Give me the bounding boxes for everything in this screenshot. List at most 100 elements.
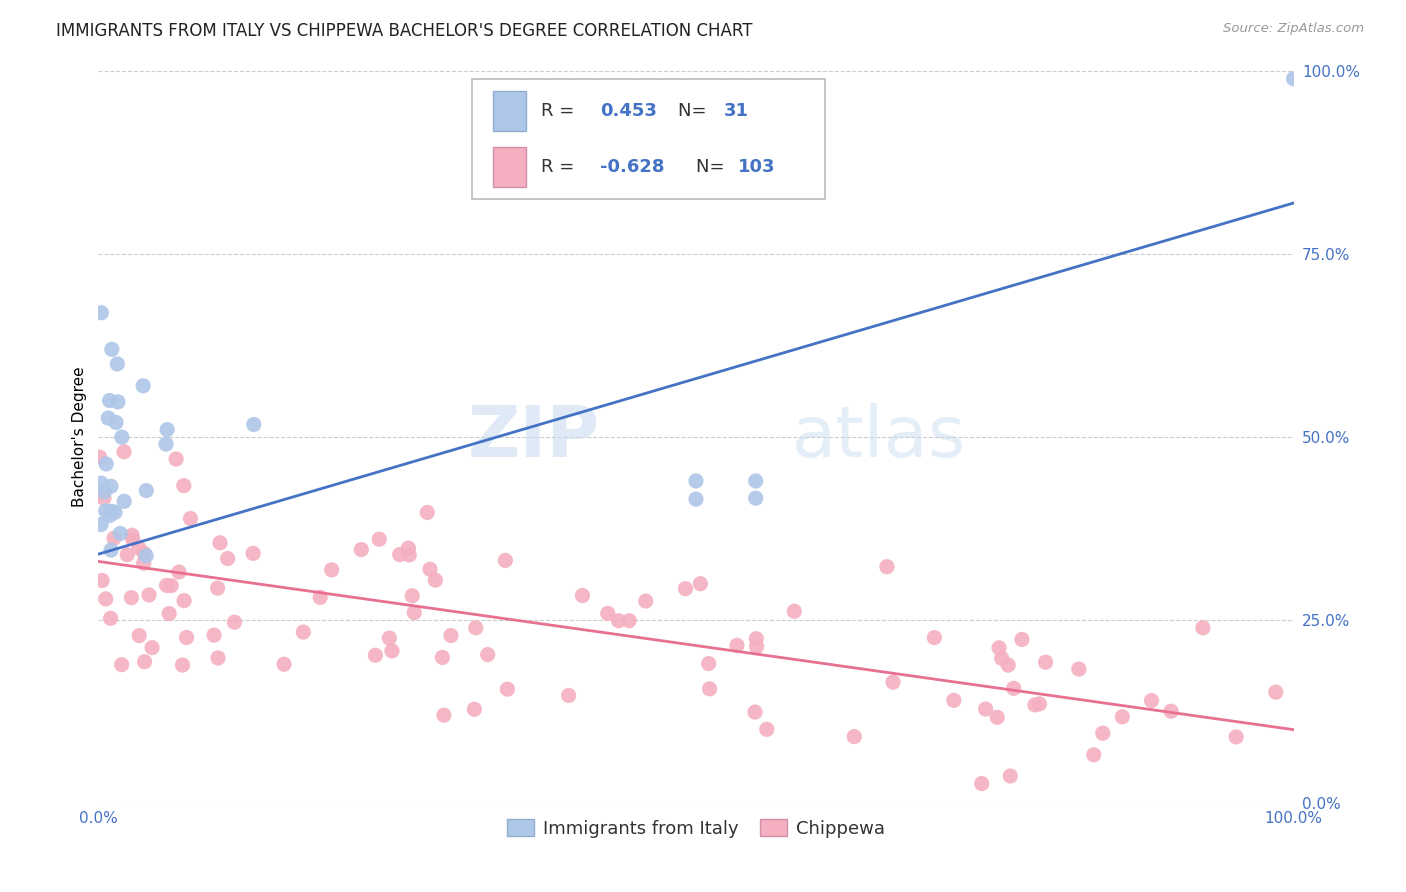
Point <box>115 548 138 562</box>
Point <box>94 504 117 518</box>
Point <box>1282 71 1305 86</box>
Point <box>388 548 411 562</box>
Point <box>173 593 195 607</box>
Point <box>744 705 766 719</box>
Point <box>557 689 579 703</box>
Point <box>1067 662 1090 676</box>
Point <box>141 640 163 655</box>
Point <box>160 579 183 593</box>
Point <box>1160 704 1182 718</box>
Point <box>381 644 404 658</box>
Point <box>157 607 180 621</box>
Point <box>398 548 420 562</box>
Point <box>1091 726 1114 740</box>
Point <box>725 638 748 652</box>
Point <box>155 578 177 592</box>
Point <box>1028 697 1050 711</box>
Point <box>104 505 127 519</box>
Point <box>176 631 198 645</box>
Point <box>876 559 898 574</box>
Point <box>432 650 454 665</box>
Point <box>90 306 112 320</box>
Point <box>156 423 179 437</box>
Point <box>1002 681 1025 696</box>
Text: 103: 103 <box>738 159 775 177</box>
Point <box>224 615 246 629</box>
Text: atlas: atlas <box>792 402 966 472</box>
Point <box>167 565 190 579</box>
Point <box>416 506 439 520</box>
Point <box>494 553 516 567</box>
Point <box>111 657 134 672</box>
Point <box>207 581 229 595</box>
Point <box>404 606 426 620</box>
Point <box>90 476 112 491</box>
Y-axis label: Bachelor's Degree: Bachelor's Degree <box>72 367 87 508</box>
Point <box>986 710 1008 724</box>
Point <box>425 573 447 587</box>
Point <box>243 417 266 432</box>
Point <box>882 675 904 690</box>
Point <box>103 531 125 545</box>
Point <box>463 702 485 716</box>
Legend: Immigrants from Italy, Chippewa: Immigrants from Italy, Chippewa <box>499 813 893 845</box>
Point <box>89 450 111 464</box>
Point <box>783 604 806 618</box>
Point <box>120 591 142 605</box>
Point <box>100 611 122 625</box>
Point <box>321 563 343 577</box>
Point <box>1225 730 1247 744</box>
Point <box>112 444 135 458</box>
Point <box>135 483 157 498</box>
Point <box>105 357 128 371</box>
Point <box>970 776 993 790</box>
Point <box>94 591 117 606</box>
Point <box>273 657 295 672</box>
Point <box>924 631 946 645</box>
Point <box>844 730 866 744</box>
Point <box>96 457 118 471</box>
Text: -0.628: -0.628 <box>600 159 665 177</box>
Point <box>155 437 177 451</box>
Point <box>135 549 157 563</box>
Point <box>107 395 129 409</box>
Point <box>292 625 315 640</box>
Point <box>990 651 1012 665</box>
Point <box>755 723 778 737</box>
Point <box>496 682 519 697</box>
Point <box>110 526 132 541</box>
FancyBboxPatch shape <box>472 78 825 200</box>
Point <box>112 494 135 508</box>
Point <box>121 532 143 546</box>
Text: N=: N= <box>678 102 713 120</box>
Point <box>675 582 697 596</box>
Point <box>974 702 997 716</box>
Point <box>607 614 630 628</box>
Point <box>988 640 1011 655</box>
Point <box>208 536 231 550</box>
FancyBboxPatch shape <box>494 147 526 187</box>
Point <box>1264 685 1286 699</box>
Point <box>132 556 155 570</box>
Point <box>942 693 965 707</box>
Point <box>364 648 387 663</box>
Point <box>97 411 120 425</box>
Point <box>1011 632 1033 647</box>
Point <box>419 562 441 576</box>
Point <box>617 614 640 628</box>
Text: Source: ZipAtlas.com: Source: ZipAtlas.com <box>1223 22 1364 36</box>
Point <box>90 517 112 532</box>
Text: IMMIGRANTS FROM ITALY VS CHIPPEWA BACHELOR'S DEGREE CORRELATION CHART: IMMIGRANTS FROM ITALY VS CHIPPEWA BACHEL… <box>56 22 752 40</box>
Point <box>134 546 156 560</box>
Point <box>1000 769 1022 783</box>
Point <box>1140 693 1163 707</box>
Point <box>997 658 1019 673</box>
Point <box>350 542 373 557</box>
Text: 31: 31 <box>724 102 748 120</box>
Point <box>368 532 391 546</box>
Point <box>202 628 225 642</box>
Point <box>138 588 160 602</box>
Point <box>128 541 150 555</box>
Point <box>634 594 657 608</box>
Point <box>128 629 150 643</box>
